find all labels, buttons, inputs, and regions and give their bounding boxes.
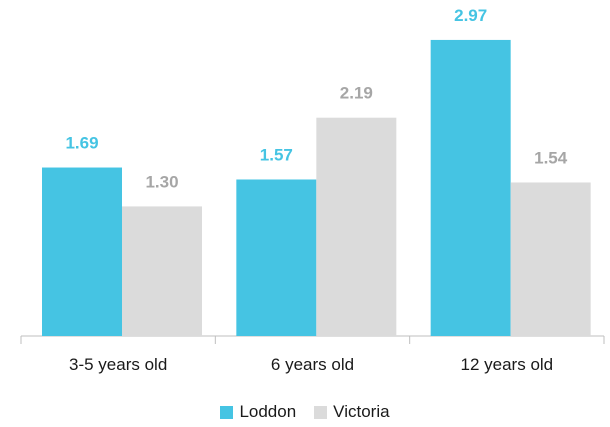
value-label-loddon-1: 1.57 bbox=[260, 145, 293, 164]
bar-victoria-1 bbox=[316, 117, 397, 336]
x-tick-label-2: 12 years old bbox=[461, 355, 554, 374]
bar-victoria-0 bbox=[122, 206, 202, 336]
value-label-victoria-0: 1.30 bbox=[145, 172, 178, 191]
x-axis-tick-labels: 3-5 years old 6 years old 12 years old bbox=[69, 355, 553, 374]
legend-label-loddon: Loddon bbox=[239, 402, 297, 421]
bar-loddon-0 bbox=[42, 167, 122, 336]
bar-victoria-2 bbox=[510, 182, 591, 336]
x-tick-label-1: 6 years old bbox=[271, 355, 354, 374]
value-label-loddon-0: 1.69 bbox=[65, 134, 98, 153]
legend: Loddon Victoria bbox=[0, 402, 610, 422]
x-axis-ticks bbox=[20, 336, 605, 344]
value-label-victoria-2: 1.54 bbox=[534, 148, 568, 167]
bar-loddon-1 bbox=[236, 179, 317, 336]
value-labels-group: 1.69 1.30 1.57 2.19 2.97 1.54 bbox=[65, 6, 567, 191]
legend-label-victoria: Victoria bbox=[333, 402, 390, 421]
value-label-victoria-1: 2.19 bbox=[340, 84, 373, 103]
value-label-loddon-2: 2.97 bbox=[454, 6, 487, 25]
legend-swatch-victoria bbox=[314, 405, 328, 419]
bar-loddon-2 bbox=[430, 39, 511, 336]
legend-item-victoria: Victoria bbox=[314, 402, 390, 422]
legend-item-loddon: Loddon bbox=[220, 402, 296, 422]
bars-group bbox=[42, 39, 591, 336]
legend-swatch-loddon bbox=[220, 405, 234, 419]
x-tick-label-0: 3-5 years old bbox=[69, 355, 167, 374]
